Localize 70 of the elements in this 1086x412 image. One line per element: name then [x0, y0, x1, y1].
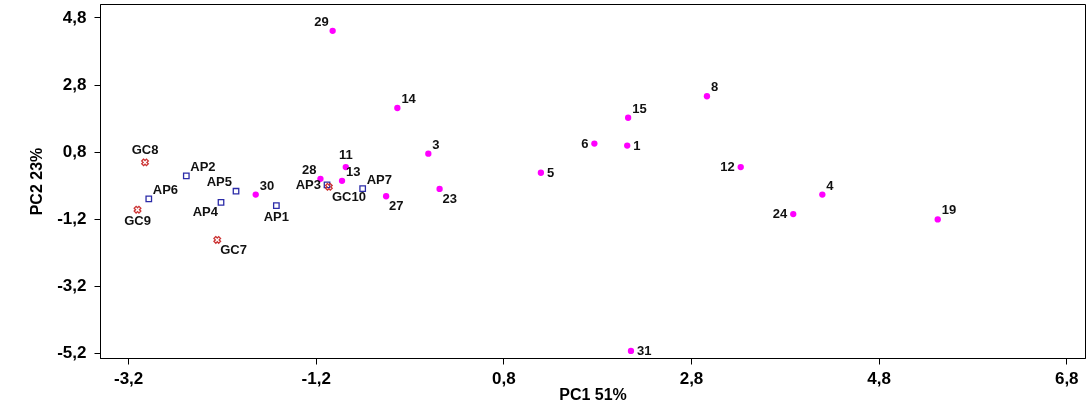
- point: [232, 187, 240, 195]
- point: [252, 191, 259, 198]
- annotation: AP4: [192, 204, 219, 220]
- point: [624, 142, 631, 149]
- annotation: AP7: [366, 171, 392, 187]
- annotation: GC9: [124, 212, 151, 228]
- annotation: 5: [546, 164, 555, 180]
- point: [627, 347, 635, 355]
- annotation: 4: [826, 177, 835, 193]
- annotation: 13: [346, 163, 361, 179]
- x-tick-label: 4,8: [867, 368, 891, 388]
- point: [819, 191, 826, 198]
- annotation: 28: [301, 161, 317, 177]
- y-tick-label: -5,2: [57, 343, 87, 363]
- y-tick-label: -1,2: [57, 209, 87, 229]
- x-tick-label: 2,8: [679, 368, 704, 388]
- point: [436, 185, 443, 193]
- annotation: 19: [941, 202, 957, 218]
- point: [213, 235, 222, 244]
- point: [591, 140, 598, 147]
- annotation: 6: [581, 135, 589, 151]
- x-tick-label: -3,2: [113, 368, 144, 388]
- annotation: AP6: [152, 181, 179, 197]
- annotation: 1: [633, 137, 641, 153]
- annotation: GC10: [331, 188, 366, 204]
- annotation: 8: [710, 79, 719, 95]
- point: [272, 202, 280, 210]
- annotation: AP1: [263, 208, 290, 224]
- point: [934, 216, 941, 223]
- point: [338, 177, 346, 184]
- annotation: 24: [772, 206, 789, 222]
- annotation: 12: [720, 159, 735, 175]
- annotation: 31: [636, 342, 652, 358]
- point: [425, 150, 432, 157]
- point: [182, 172, 190, 180]
- annotation: 14: [401, 91, 417, 107]
- point: [624, 114, 632, 121]
- y-axis-title: PC2 23%: [28, 147, 46, 216]
- x-tick-label: 6,8: [1054, 368, 1079, 388]
- annotation: 23: [442, 190, 458, 206]
- annotation: GC8: [131, 142, 159, 158]
- point: [145, 195, 153, 203]
- point: [329, 27, 336, 34]
- annotation: 15: [632, 100, 647, 116]
- y-tick-label: -3,2: [57, 276, 87, 296]
- point: [382, 193, 390, 200]
- point: [217, 198, 225, 206]
- point: [790, 210, 797, 218]
- point: [703, 93, 711, 100]
- annotation: AP3: [295, 176, 322, 192]
- annotation: 27: [389, 198, 404, 214]
- point: [133, 205, 142, 214]
- x-tick-label: 0,8: [492, 368, 516, 388]
- point: [394, 104, 401, 112]
- annotation: 30: [259, 177, 275, 193]
- annotation: AP5: [206, 174, 233, 190]
- x-axis-title: PC1 51%: [559, 385, 627, 403]
- y-tick-label: 2,8: [62, 75, 87, 95]
- point: [359, 185, 367, 192]
- annotation: 3: [432, 136, 440, 152]
- annotation: 29: [314, 13, 329, 29]
- point: [141, 158, 149, 167]
- annotation: AP2: [190, 158, 216, 174]
- y-tick-label: 0,8: [62, 142, 87, 162]
- x-tick-label: -1,2: [301, 368, 331, 388]
- point: [537, 169, 545, 176]
- point: [737, 163, 744, 171]
- annotation: 11: [338, 147, 353, 163]
- annotation: GC7: [220, 241, 247, 257]
- y-tick-label: 4,8: [62, 7, 87, 27]
